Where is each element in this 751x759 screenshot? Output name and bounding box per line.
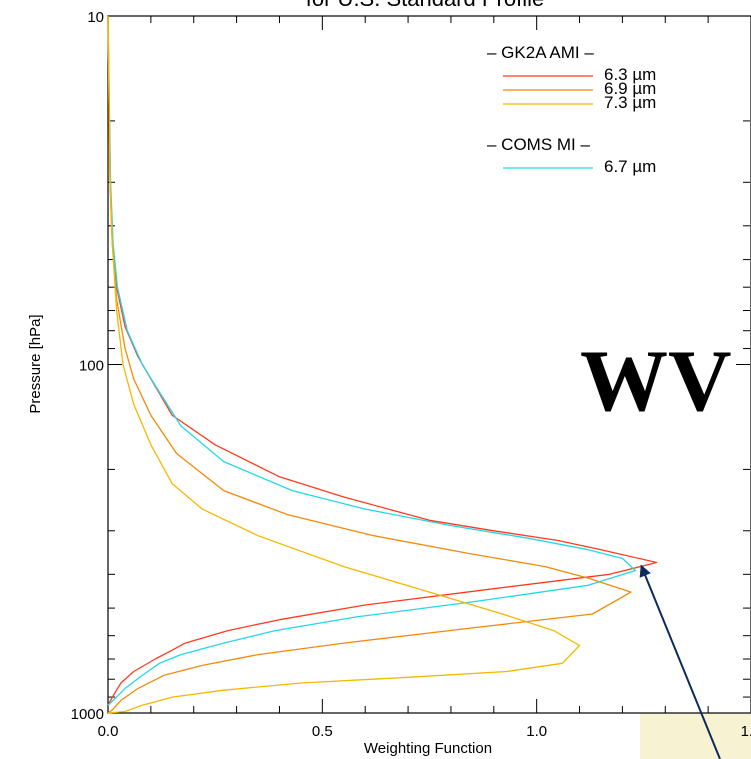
x-tick-labels: 0.0 0.5 1.0 1.5 <box>98 723 751 740</box>
x-tick-label: 1.5 <box>741 723 751 740</box>
y-tick-label: 10 <box>87 9 104 26</box>
series-line-73m <box>107 15 581 714</box>
legend-entry-label: 6.7 µm <box>604 157 656 176</box>
series-lines <box>107 15 658 714</box>
y-tick-label: 1000 <box>71 706 104 723</box>
legend-entry-label: 6.3 µm <box>604 65 656 84</box>
legend-entry-label: 6.9 µm <box>604 79 656 98</box>
legend: – GK2A AMI – 6.3 µm6.9 µm7.3 µm – COMS MI … <box>487 43 656 176</box>
annotation-arrow <box>639 564 721 759</box>
chart-title: for U.S. Standard Profile <box>306 0 544 11</box>
wv-annotation: WV <box>580 333 732 430</box>
x-axis-title: Weighting Function <box>364 740 492 757</box>
axis-ticks <box>107 15 751 714</box>
y-axis-title: Pressure [hPa] <box>27 314 44 413</box>
y-tick-label: 100 <box>79 358 104 375</box>
legend-group-header: – COMS MI – <box>487 135 591 154</box>
legend-entry-label: 7.3 µm <box>604 93 656 112</box>
x-tick-label: 0.5 <box>312 723 333 740</box>
y-tick-labels: 10 100 1000 <box>71 9 104 723</box>
series-line-69m <box>107 15 632 714</box>
series-line-63m <box>107 15 658 706</box>
highlight-box <box>640 713 751 759</box>
series-line-67m <box>107 15 636 706</box>
legend-group-header: – GK2A AMI – <box>487 43 594 62</box>
x-tick-label: 0.0 <box>98 723 119 740</box>
x-tick-label: 1.0 <box>526 723 547 740</box>
